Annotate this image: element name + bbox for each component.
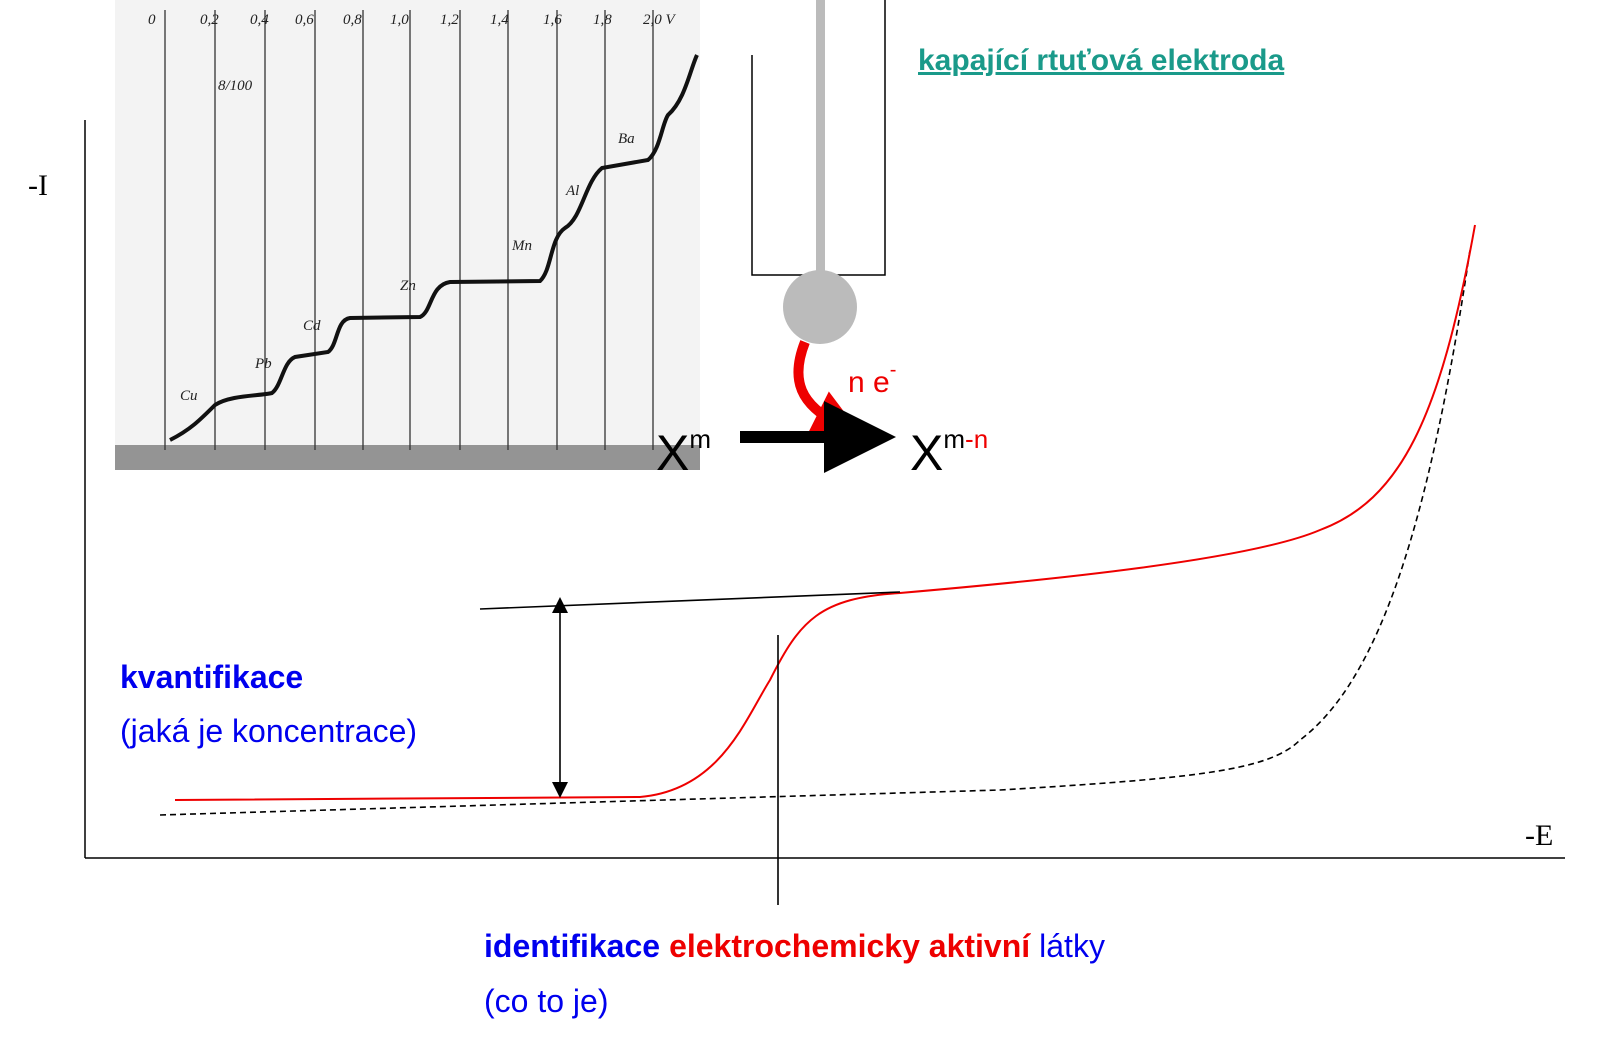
identification-part2: elektrochemicky aktivní bbox=[669, 928, 1031, 964]
identification-part1: identifikace bbox=[484, 928, 660, 964]
element-label: Al bbox=[565, 183, 579, 199]
polarographic-wave bbox=[174, 224, 1476, 801]
element-label: Pb bbox=[254, 356, 272, 372]
identification: identifikace elektrochemicky aktivní látky bbox=[484, 928, 1105, 964]
tick-label: 1,4 bbox=[490, 12, 509, 28]
photo-gridlines bbox=[164, 10, 654, 450]
x-axis-label: -E bbox=[1525, 819, 1553, 852]
electrons-text: n e bbox=[848, 366, 890, 399]
photo-bg bbox=[115, 0, 700, 470]
element-label: Cd bbox=[303, 318, 321, 334]
tick-label: 0,4 bbox=[250, 12, 269, 28]
electron-charge: - bbox=[890, 359, 897, 381]
tick-label: 0,8 bbox=[343, 12, 362, 28]
identification-part3: látky bbox=[1039, 928, 1105, 964]
reactant-symbol: X bbox=[656, 425, 689, 481]
tick-label: 1,6 bbox=[543, 12, 562, 28]
tick-label: 0,2 bbox=[200, 12, 219, 28]
photo-shadow bbox=[115, 445, 700, 470]
limiting-current-tangent bbox=[479, 591, 901, 610]
quantification-title: kvantifikace bbox=[120, 659, 303, 695]
element-label: Zn bbox=[400, 278, 416, 294]
quantification-subtitle: (jaká je koncentrace) bbox=[120, 713, 417, 749]
product: Xm-n bbox=[910, 424, 988, 481]
tick-label: 1,8 bbox=[593, 12, 612, 28]
capillary bbox=[816, 0, 825, 272]
tick-label: 2,0 V bbox=[643, 12, 677, 28]
element-label: Ba bbox=[618, 131, 635, 147]
reactant: Xm bbox=[656, 424, 711, 481]
electrode-title: kapající rtuťová elektroda bbox=[918, 44, 1284, 77]
axes bbox=[84, 120, 1565, 859]
product-charge-n: -n bbox=[965, 424, 988, 454]
y-axis-label: -I bbox=[28, 169, 48, 202]
identification-subtitle: (co to je) bbox=[484, 983, 608, 1019]
element-label: Cu bbox=[180, 388, 198, 404]
tick-label: 0 bbox=[148, 12, 156, 28]
reactant-charge: m bbox=[689, 424, 711, 454]
tick-label: 1,2 bbox=[440, 12, 459, 28]
mercury-drop bbox=[783, 270, 857, 344]
electrons: n e- bbox=[848, 359, 896, 399]
product-symbol: X bbox=[910, 425, 943, 481]
product-charge-m: m bbox=[943, 424, 965, 454]
sensitivity: 8/100 bbox=[218, 78, 253, 94]
element-label: Mn bbox=[511, 238, 532, 254]
photo-labels: 0 0,2 0,4 0,6 0,8 1,0 1,2 1,4 1,6 1,8 2,… bbox=[148, 12, 677, 404]
tick-label: 1,0 bbox=[390, 12, 409, 28]
polarogram-photo: 0 0,2 0,4 0,6 0,8 1,0 1,2 1,4 1,6 1,8 2,… bbox=[115, 0, 700, 470]
electron-arrow bbox=[793, 340, 863, 437]
polarogram-trace bbox=[169, 54, 699, 442]
tick-label: 0,6 bbox=[295, 12, 314, 28]
